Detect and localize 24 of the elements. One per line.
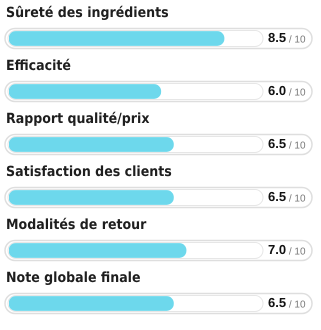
text: / 10 [286,193,306,204]
text: / 10 [286,299,306,310]
text: / 10 [286,87,306,98]
bar [9,31,224,46]
y-tick-label: Modalités de retour [6,217,148,234]
y-tick-label: Efficacité [6,58,71,74]
bar [9,190,174,205]
y-tick-label: Satisfaction des clients [6,164,172,180]
data-label: 6.5 [268,136,286,152]
bar [9,296,174,311]
bar [9,243,186,258]
data-label: 6.5 [268,189,286,204]
bar [9,137,174,152]
data-label: 6.0 [268,83,286,98]
data-label: 7.0 [268,242,286,258]
y-tick-label: Note globale finale [6,270,141,286]
y-tick-label: Rapport qualité/prix [6,111,150,128]
text: / 10 [286,34,306,46]
data-label: 6.5 [268,295,286,310]
text: / 10 [286,140,306,152]
y-tick-label: Sûreté des ingrédients [6,5,169,22]
data-label: 8.5 [268,30,286,46]
bar [9,84,162,99]
text: / 10 [286,246,306,258]
